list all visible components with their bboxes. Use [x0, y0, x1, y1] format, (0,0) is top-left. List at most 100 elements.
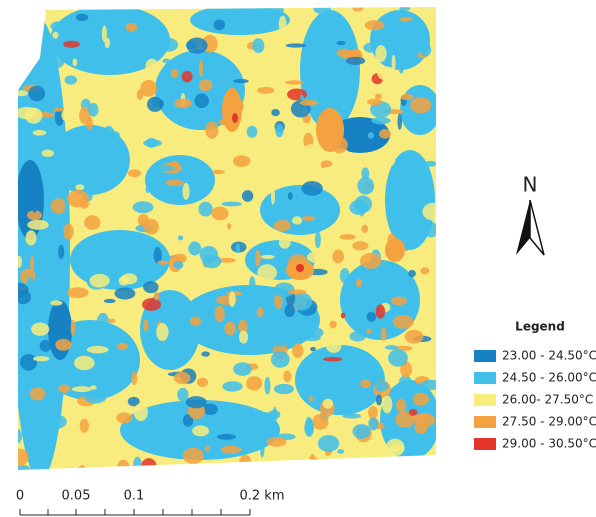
- raster-speck: [348, 390, 356, 397]
- raster-speck: [140, 80, 157, 97]
- raster-speck: [197, 378, 208, 387]
- raster-speck: [134, 403, 148, 421]
- raster-speck: [316, 82, 324, 89]
- raster-speck: [346, 141, 362, 145]
- raster-speck: [268, 340, 288, 346]
- raster-speck: [121, 273, 137, 284]
- raster-speck: [137, 466, 143, 474]
- raster-speck: [409, 31, 416, 40]
- raster-speck: [307, 458, 323, 470]
- raster-speck: [285, 80, 304, 84]
- raster-speck: [233, 362, 252, 376]
- raster-speck: [200, 246, 219, 263]
- raster-speck: [377, 67, 396, 81]
- raster-speck: [222, 358, 240, 362]
- raster-speck: [381, 328, 387, 341]
- raster-speck: [166, 305, 174, 319]
- raster-speck: [47, 415, 67, 429]
- raster-speck: [31, 323, 49, 336]
- raster-speck: [382, 396, 392, 414]
- raster-speck: [195, 94, 209, 109]
- raster-speck: [186, 396, 207, 408]
- raster-speck: [322, 10, 337, 26]
- raster-speck: [17, 7, 23, 14]
- raster-speck: [174, 372, 190, 384]
- raster-speck: [303, 144, 318, 159]
- raster-speck: [78, 465, 87, 477]
- raster-speck: [339, 234, 355, 240]
- raster-speck: [138, 214, 149, 227]
- raster-speck: [154, 292, 159, 301]
- raster-speck: [28, 86, 45, 102]
- raster-speck: [134, 43, 149, 54]
- raster-speck: [221, 446, 242, 454]
- raster-speck: [242, 190, 253, 202]
- raster-speck: [75, 184, 84, 190]
- raster-speck: [412, 414, 431, 420]
- raster-speck: [275, 124, 283, 137]
- raster-speck: [222, 202, 242, 207]
- raster-speck: [15, 290, 31, 304]
- raster-speck: [337, 49, 352, 58]
- raster-speck: [26, 230, 37, 245]
- raster-speck: [103, 126, 114, 142]
- north-arrow: [516, 200, 544, 255]
- raster-speck: [401, 94, 414, 100]
- raster-hotspot: [296, 264, 304, 272]
- raster-speck: [76, 14, 88, 21]
- raster-speck: [121, 310, 129, 318]
- raster-speck: [105, 37, 111, 48]
- raster-speck: [51, 198, 67, 213]
- raster-speck: [368, 417, 378, 430]
- raster-speck: [108, 319, 115, 323]
- raster-speck: [33, 356, 50, 361]
- raster-speck: [353, 424, 371, 439]
- raster-speck: [64, 75, 77, 84]
- raster-speck: [375, 45, 386, 62]
- scale-label: 0.05: [62, 489, 91, 504]
- raster-speck: [420, 43, 431, 57]
- raster-speck: [368, 132, 374, 139]
- raster-speck: [279, 236, 291, 249]
- raster-speck: [80, 419, 89, 433]
- raster-speck: [182, 183, 189, 200]
- raster-speck: [424, 161, 437, 167]
- raster-speck: [432, 464, 444, 476]
- raster-speck: [404, 456, 424, 461]
- raster-speck: [146, 59, 159, 74]
- raster-speck: [214, 19, 225, 30]
- raster-speck: [20, 354, 37, 371]
- raster-speck: [58, 385, 70, 393]
- raster-speck: [274, 282, 295, 297]
- legend-label: 29.00 - 30.50°C: [502, 437, 596, 451]
- scale-bar: 00.050.10.2 km: [16, 489, 285, 516]
- raster-speck: [296, 460, 300, 467]
- raster-speck: [271, 351, 290, 368]
- raster-speck: [168, 428, 185, 436]
- raster-speck: [249, 276, 255, 292]
- raster-speck: [16, 33, 32, 41]
- raster-speck: [336, 41, 345, 45]
- raster-speck: [25, 108, 42, 124]
- raster-speck: [405, 330, 424, 344]
- raster-speck: [166, 180, 184, 187]
- raster-speck: [117, 343, 128, 350]
- raster-speck: [368, 406, 378, 419]
- raster-speck: [385, 345, 398, 350]
- raster-speck: [325, 29, 335, 35]
- raster-speck: [255, 112, 270, 128]
- raster-speck: [252, 38, 264, 53]
- raster-speck: [84, 392, 106, 404]
- raster-speck: [67, 190, 89, 208]
- raster-speck: [276, 72, 291, 78]
- map-page: N Legend 23.00 - 24.50°C24.50 - 26.00°C2…: [0, 0, 596, 517]
- raster-speck: [217, 434, 236, 440]
- raster-speck: [135, 256, 152, 264]
- raster-speck: [261, 255, 275, 259]
- raster-speck: [82, 38, 98, 50]
- legend-label: 27.50 - 29.00°C: [502, 415, 596, 429]
- raster-speck: [318, 435, 339, 452]
- raster-speck: [12, 449, 29, 466]
- raster-speck: [89, 274, 109, 288]
- raster-speck: [159, 165, 175, 171]
